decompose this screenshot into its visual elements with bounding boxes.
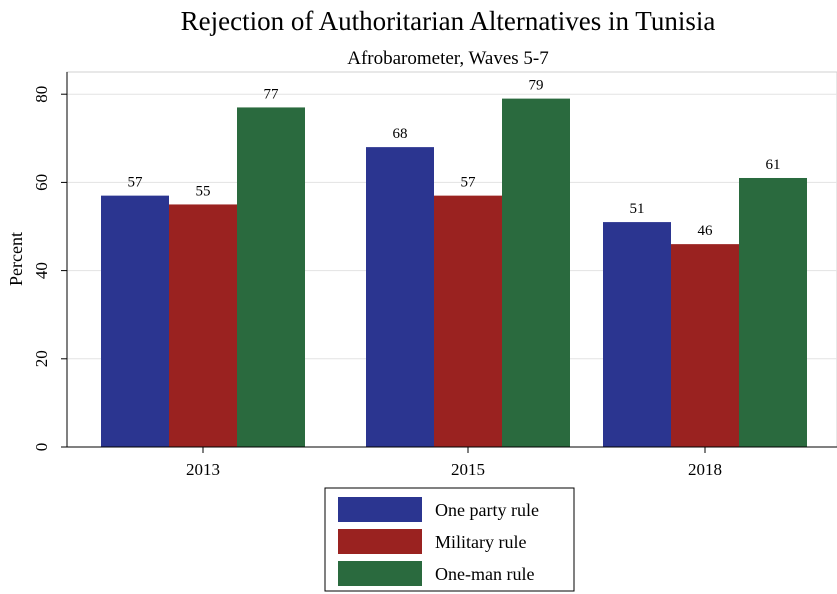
chart-subtitle: Afrobarometer, Waves 5-7	[347, 48, 549, 69]
bar-value-label: 57	[128, 175, 144, 191]
bar	[434, 196, 502, 447]
y-tick-label: 40	[32, 262, 51, 279]
legend-swatch	[338, 497, 422, 522]
y-tick-label: 0	[32, 443, 51, 452]
x-tick-label: 2018	[688, 460, 722, 479]
y-tick-label: 60	[32, 174, 51, 191]
legend-swatch	[338, 561, 422, 586]
legend-label: One-man rule	[435, 564, 534, 584]
y-tick-label: 80	[32, 86, 51, 103]
legend: One party rule Military rule One-man rule	[325, 488, 574, 591]
bar	[237, 107, 305, 447]
bar-value-label: 68	[393, 126, 408, 142]
bar-value-label: 46	[698, 223, 714, 239]
legend-label: One party rule	[435, 500, 539, 520]
bar	[603, 222, 671, 447]
x-tick-label: 2013	[186, 460, 220, 479]
x-axis: 2013 2015 2018	[67, 447, 837, 479]
x-tick-label: 2015	[451, 460, 485, 479]
y-tick-label: 20	[32, 350, 51, 367]
chart-title: Rejection of Authoritarian Alternatives …	[181, 6, 716, 36]
bar	[101, 196, 169, 447]
y-axis-label: Percent	[6, 232, 26, 286]
bar	[502, 99, 570, 447]
bar	[671, 244, 739, 447]
bar-value-label: 55	[196, 183, 211, 199]
bar-value-label: 79	[529, 78, 544, 94]
bar	[169, 204, 237, 447]
y-axis: 0 20 40 60 80	[32, 72, 67, 451]
bar-value-label: 61	[766, 157, 781, 173]
bar	[739, 178, 807, 447]
legend-swatch	[338, 529, 422, 554]
bar	[366, 147, 434, 447]
bar-value-label: 77	[264, 86, 280, 102]
legend-label: Military rule	[435, 532, 526, 552]
bar-value-label: 51	[630, 201, 645, 217]
bar-value-label: 57	[461, 175, 477, 191]
